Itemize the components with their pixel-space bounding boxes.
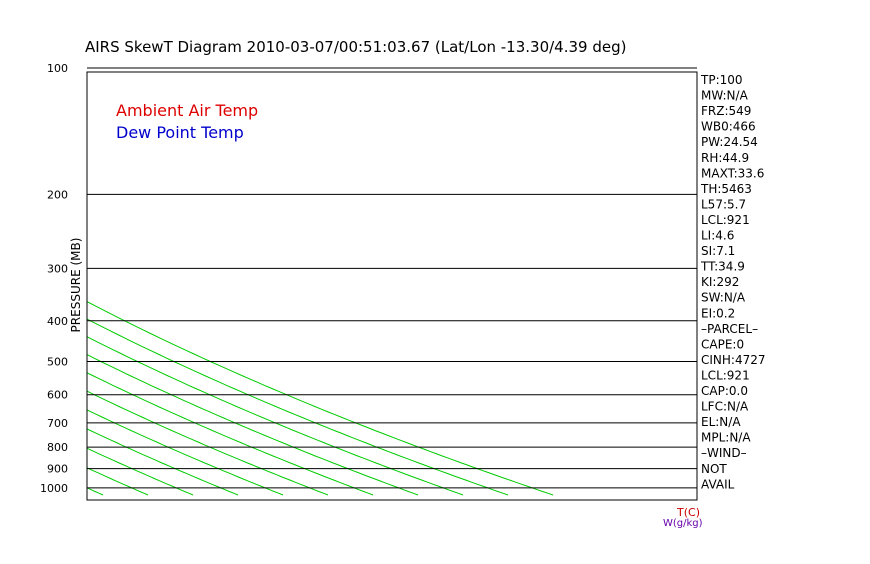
index-entry: LCL:921	[701, 368, 750, 382]
index-entry: TP:100	[700, 73, 743, 87]
index-entry: EI:0.2	[701, 306, 735, 320]
index-entry: –WIND–	[701, 446, 747, 460]
axis-labels: 1002003004005006007008009001000-120-110-…	[40, 62, 703, 529]
pressure-tick-label: 100	[47, 62, 68, 75]
index-entry: CINH:4727	[701, 353, 766, 367]
pressure-tick-label: 200	[47, 188, 68, 201]
index-entry: TH:5463	[700, 182, 752, 196]
index-entry: –PARCEL–	[701, 322, 758, 336]
pressure-tick-label: 700	[47, 417, 68, 430]
index-entry: L57:5.7	[701, 197, 746, 211]
plot-frame	[86, 71, 698, 501]
index-entry: MAXT:33.6	[701, 166, 764, 180]
pressure-tick-label: 600	[47, 389, 68, 402]
temp-unit-label: T(C)	[676, 506, 700, 519]
dry-adiabat-line	[87, 372, 374, 496]
legend: Ambient Air Temp Dew Point Temp	[116, 101, 258, 142]
index-entry: SW:N/A	[701, 291, 746, 305]
index-entry: LCL:921	[701, 213, 750, 227]
index-entry: NOT	[701, 462, 727, 476]
index-entry: MPL:N/A	[701, 431, 751, 445]
chart-title: AIRS SkewT Diagram 2010-03-07/00:51:03.6…	[85, 38, 626, 56]
index-entry: SI:7.1	[701, 244, 735, 258]
dry-adiabat-line	[87, 447, 194, 496]
pressure-tick-label: 400	[47, 315, 68, 328]
dry-adiabat-line	[0, 68, 13, 495]
dry-adiabat-line	[87, 409, 284, 496]
y-axis-label: PRESSURE (MB)	[69, 238, 83, 333]
index-entry: LI:4.6	[701, 229, 734, 243]
index-entry: CAPE:0	[701, 337, 744, 351]
dry-adiabat-line	[87, 487, 104, 496]
index-entry: WB0:466	[701, 120, 756, 134]
index-entry: LFC:N/A	[701, 400, 749, 414]
index-entry: AVAIL	[701, 477, 735, 491]
isobar-lines	[87, 67, 697, 489]
index-entry: FRZ:549	[701, 104, 751, 118]
dry-adiabat-lines	[0, 68, 554, 496]
plot-border	[86, 71, 698, 501]
dry-adiabat-line	[0, 68, 58, 495]
mixing-ratio-unit-label: W(g/kg)	[663, 518, 703, 529]
pressure-tick-label: 500	[47, 355, 68, 368]
legend-dewpoint: Dew Point Temp	[116, 123, 244, 142]
dry-adiabat-line	[87, 301, 554, 496]
pressure-tick-label: 1000	[40, 482, 68, 495]
pressure-tick-label: 800	[47, 441, 68, 454]
dry-adiabat-line	[87, 354, 419, 496]
index-entry: RH:44.9	[701, 151, 749, 165]
index-entry: KI:292	[701, 275, 739, 289]
pressure-tick-label: 300	[47, 262, 68, 275]
index-entry: TT:34.9	[700, 260, 745, 274]
dry-adiabat-line	[87, 428, 239, 496]
pressure-tick-label: 900	[47, 463, 68, 476]
dry-adiabat-line	[87, 318, 509, 496]
index-entry: CAP:0.0	[701, 384, 748, 398]
index-entry: PW:24.54	[701, 135, 758, 149]
legend-ambient: Ambient Air Temp	[116, 101, 258, 120]
index-entry: MW:N/A	[701, 89, 749, 103]
dry-adiabat-line	[87, 390, 329, 496]
index-entry: EL:N/A	[701, 415, 741, 429]
dry-adiabat-line	[87, 336, 464, 496]
